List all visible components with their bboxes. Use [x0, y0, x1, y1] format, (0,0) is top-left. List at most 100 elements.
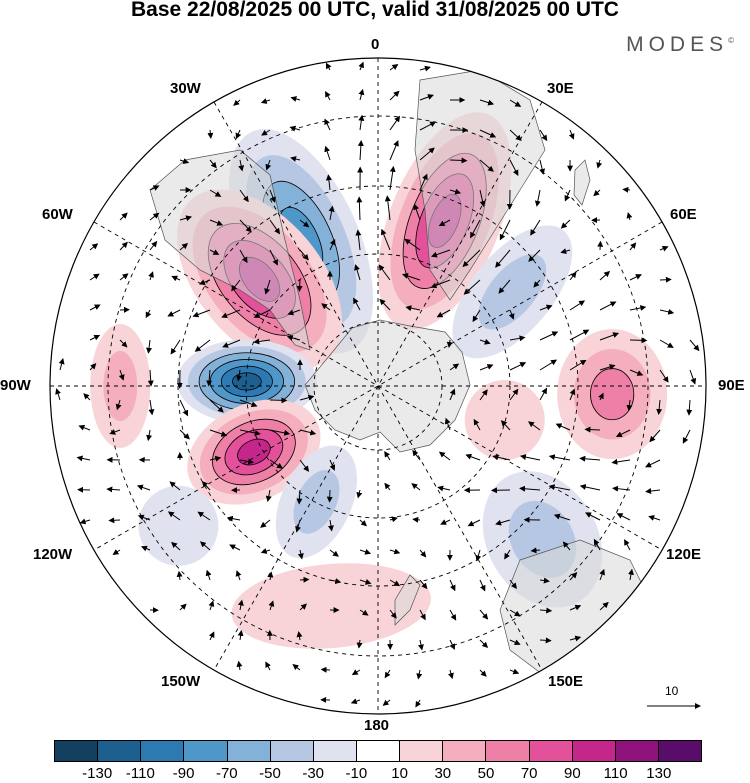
wind-arrow	[599, 568, 605, 581]
wind-arrow	[199, 541, 211, 551]
lon-label-60w: 60W	[42, 206, 73, 223]
wind-arrow	[431, 249, 451, 258]
wind-arrow	[436, 309, 451, 318]
wind-arrow	[616, 513, 631, 521]
africa	[414, 69, 546, 301]
wind-arrow	[479, 338, 491, 345]
wind-arrow	[495, 249, 511, 268]
wind-arrow	[290, 96, 301, 102]
wind-arrow	[265, 661, 271, 671]
wind-arrow	[295, 519, 301, 533]
wind-arrow	[449, 388, 456, 401]
wind-arrow	[569, 635, 582, 642]
wind-arrow	[238, 159, 245, 172]
colorbar-tick-label: 10	[391, 765, 408, 782]
wind-arrow	[239, 399, 258, 408]
wind-arrow	[553, 513, 571, 521]
wind-arrow	[413, 203, 421, 221]
wind-arrow	[645, 459, 661, 468]
wind-arrow	[569, 359, 587, 371]
wind-arrow	[119, 212, 128, 221]
wind-arrow	[148, 271, 154, 281]
wind-arrow	[239, 189, 249, 203]
wind-arrow	[415, 699, 422, 708]
wind-arrow	[599, 364, 616, 371]
wind-arrow	[235, 129, 242, 140]
wind-arrow	[179, 158, 190, 164]
map-title: Base 22/08/2025 00 UTC, valid 31/08/2025…	[131, 0, 619, 21]
colorbar	[54, 740, 702, 762]
wind-arrow	[689, 339, 700, 352]
wind-arrow	[320, 666, 331, 673]
wind-arrow	[299, 459, 310, 472]
wind-arrow	[438, 219, 451, 227]
wind-arrow	[404, 238, 421, 251]
wind-arrow	[389, 90, 400, 101]
wind-arrow	[539, 387, 548, 401]
wind-arrow	[465, 453, 481, 461]
wind-arrow	[568, 129, 575, 140]
lon-label-0: 0	[371, 36, 380, 53]
wind-arrow	[504, 549, 511, 560]
wind-arrow	[402, 273, 421, 281]
wind-arrow	[237, 599, 244, 611]
wind-arrow	[419, 173, 428, 191]
wind-arrow	[528, 421, 541, 431]
wind-arrow	[495, 519, 511, 526]
wind-arrow	[449, 363, 460, 371]
wind-arrow	[299, 219, 310, 228]
wind-arrow	[533, 279, 541, 288]
anomaly-contour-neg-150w	[293, 469, 340, 534]
anomaly-contour-neg-50e	[478, 254, 547, 330]
wind-arrow	[659, 276, 672, 283]
wind-arrow	[509, 99, 522, 107]
wind-arrow	[179, 603, 187, 611]
wind-arrow	[419, 121, 437, 131]
wind-arrow	[479, 389, 488, 401]
wind-arrow	[325, 174, 332, 191]
wind-arrow	[171, 275, 181, 282]
wind-arrow	[509, 639, 521, 646]
wind-arrow	[384, 450, 391, 461]
wind-arrow	[598, 392, 604, 401]
wind-arrow	[299, 429, 317, 436]
wind-arrow	[359, 548, 372, 555]
madagascar	[573, 159, 591, 206]
wind-arrow	[179, 429, 190, 440]
wind-arrow	[419, 549, 427, 558]
wind-arrow	[569, 329, 590, 341]
wind-arrow	[265, 159, 272, 171]
wind-arrow	[412, 449, 421, 461]
wind-arrow	[479, 99, 495, 106]
wind-arrow	[389, 516, 398, 523]
colorbar-tick-label: 70	[520, 765, 538, 782]
wind-arrow	[479, 669, 487, 677]
anomaly-contour-pos-100e	[464, 379, 545, 460]
wind-arrow	[76, 455, 91, 462]
wind-arrow	[292, 664, 301, 671]
wind-arrow	[449, 157, 468, 164]
wind-arrow	[229, 544, 241, 551]
colorbar-tick-label: 90	[564, 765, 581, 782]
wind-arrow	[146, 429, 153, 442]
wind-arrow	[167, 309, 181, 317]
wind-arrow	[479, 364, 494, 371]
wind-arrow	[236, 660, 243, 671]
wind-arrow	[648, 515, 661, 521]
wind-arrow	[145, 309, 152, 319]
wind-arrow	[290, 156, 301, 162]
wind-arrow	[449, 639, 455, 650]
wind-arrow	[297, 549, 304, 560]
wind-arrow	[119, 241, 128, 251]
wind-arrow	[622, 186, 631, 193]
wind-arrow	[419, 94, 434, 101]
wind-arrow	[419, 147, 435, 161]
wind-arrow	[235, 570, 242, 581]
colorbar-swatch	[528, 741, 572, 761]
wind-arrow	[509, 335, 526, 342]
wind-arrow	[268, 600, 275, 611]
wind-arrow	[89, 363, 97, 371]
wind-arrow	[269, 459, 283, 469]
wind-arrow	[629, 242, 637, 251]
wind-arrow	[296, 279, 303, 292]
